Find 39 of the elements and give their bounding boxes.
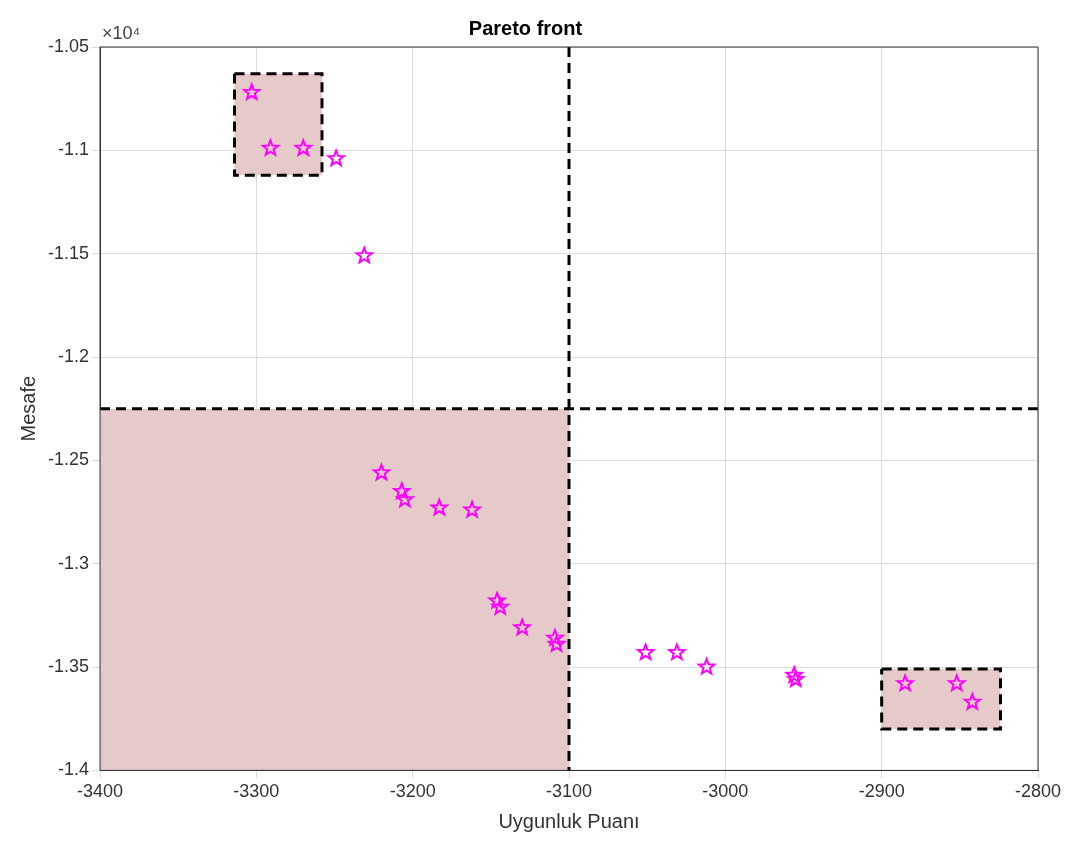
point [546, 629, 564, 646]
y-tick-label: -1.4 [58, 759, 90, 780]
text: ×10⁴ [102, 22, 141, 43]
x-tick-label: -3400 [77, 781, 124, 802]
x-tick-label: -3100 [545, 781, 593, 802]
chart-title: Pareto front [468, 16, 583, 39]
x-tick-label: -2900 [858, 781, 905, 802]
x-tick-label: -3200 [389, 781, 436, 802]
point [488, 591, 506, 609]
y-axis-title: Mesafe [16, 375, 39, 442]
x-tick-label: -3300 [233, 781, 280, 802]
point [491, 598, 509, 615]
point [430, 498, 448, 516]
point [963, 693, 981, 710]
y-tick-label: -1.3 [58, 552, 90, 573]
point [896, 674, 914, 692]
y-tick-label: -1.05 [48, 35, 90, 56]
point [463, 500, 481, 518]
point [372, 463, 391, 481]
point [393, 482, 411, 499]
point [294, 139, 312, 156]
y-tick-label: -1.35 [48, 656, 90, 677]
y-tick-label: -1.2 [58, 346, 90, 366]
point [261, 139, 280, 156]
point [948, 674, 966, 692]
point [355, 246, 373, 264]
point [513, 618, 531, 636]
point [785, 666, 803, 683]
x-axis-title: Uygunluk Puanı [498, 809, 640, 832]
y-tick-label: -1.25 [48, 449, 90, 470]
y-tick-label: -1.15 [48, 242, 90, 263]
point [697, 658, 716, 675]
point [396, 490, 414, 508]
x-tick-label: -3000 [702, 781, 749, 802]
point [243, 83, 261, 100]
point [787, 670, 805, 687]
point [547, 635, 566, 652]
y-tick-label: -1.1 [58, 139, 90, 160]
x-tick-label: -2800 [1014, 781, 1062, 802]
